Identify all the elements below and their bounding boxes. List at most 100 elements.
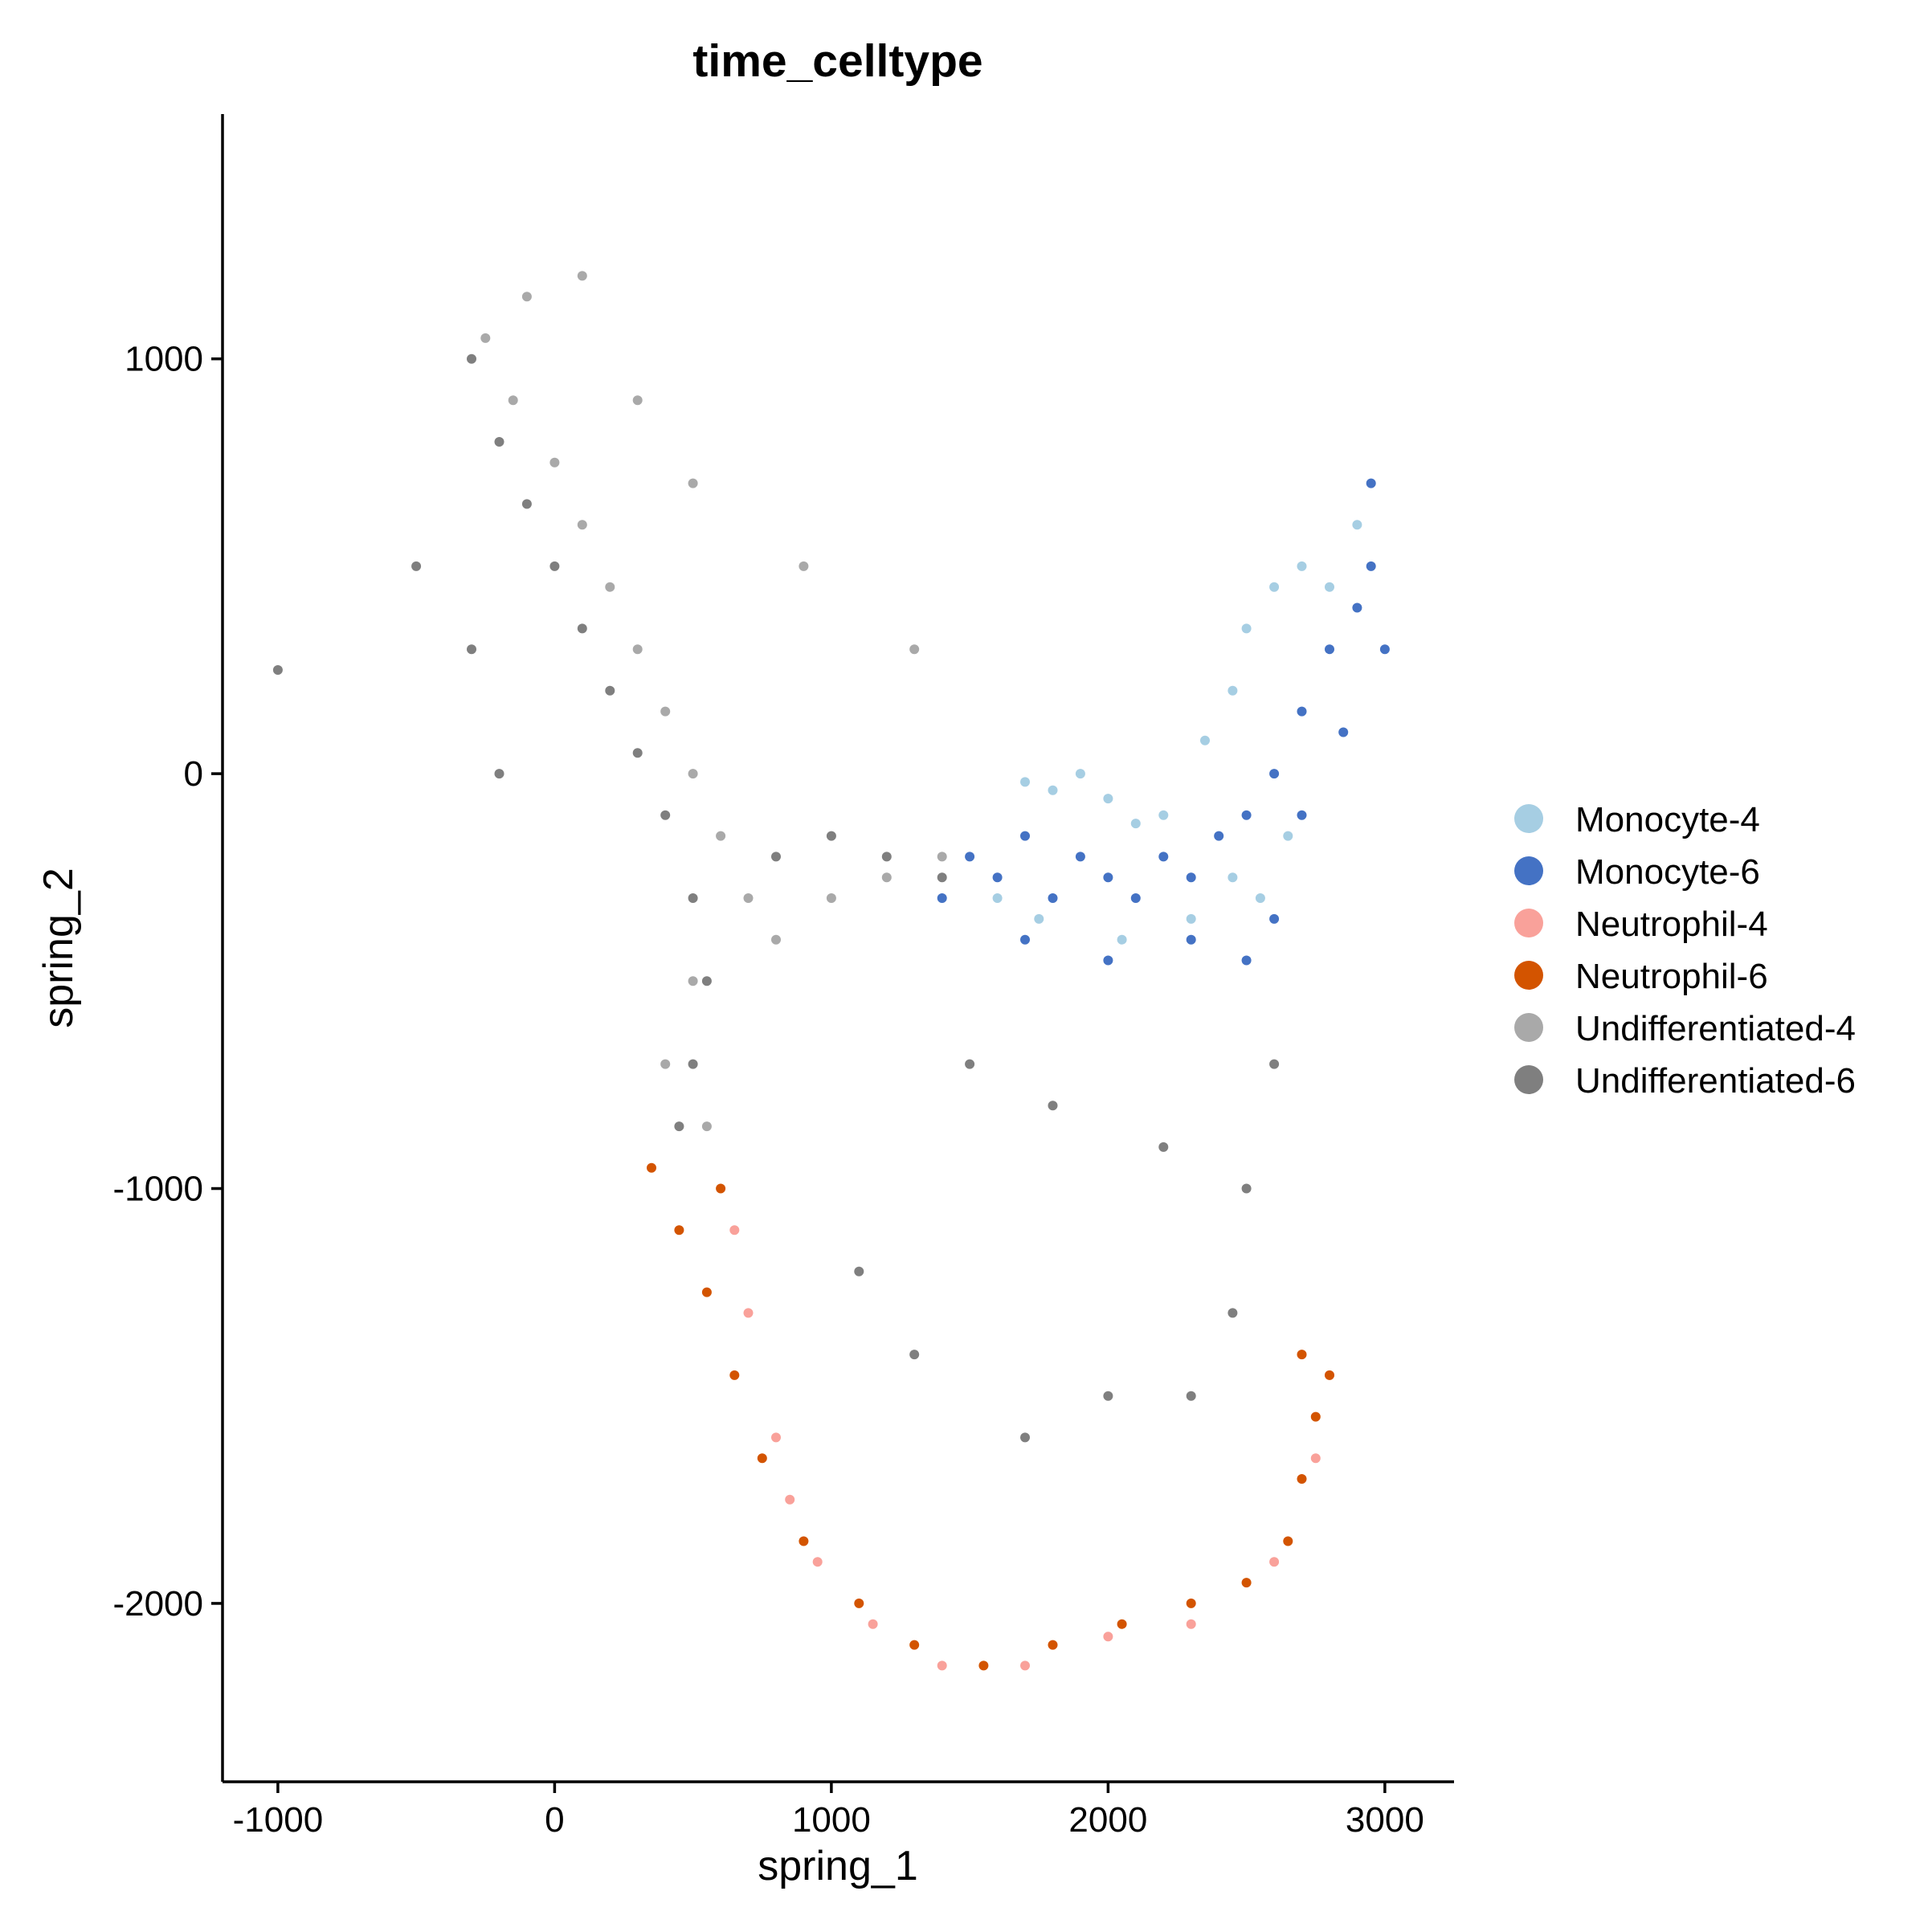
- data-point: [881, 852, 892, 862]
- data-point: [1241, 623, 1252, 634]
- data-point: [272, 665, 283, 675]
- data-point: [1352, 520, 1362, 530]
- data-point: [1283, 831, 1293, 841]
- series-neutrophil-6: [647, 1162, 1334, 1671]
- data-point: [854, 1598, 864, 1608]
- chart-title: time_celltype: [692, 35, 982, 87]
- data-point: [521, 292, 532, 302]
- data-point: [701, 976, 712, 986]
- data-point: [937, 872, 947, 883]
- plot-area: [272, 271, 1390, 1671]
- data-point: [1075, 769, 1085, 779]
- data-point: [1379, 644, 1390, 655]
- data-point: [411, 561, 422, 571]
- data-point: [812, 1557, 823, 1567]
- data-point: [1310, 1453, 1321, 1464]
- data-point: [1130, 819, 1141, 829]
- series-undifferentiated-4: [480, 271, 947, 1132]
- data-point: [1117, 934, 1127, 945]
- data-point: [549, 457, 560, 468]
- data-point: [605, 582, 615, 592]
- data-point: [992, 893, 1003, 903]
- data-point: [1241, 955, 1252, 966]
- data-point: [854, 1266, 864, 1276]
- series-neutrophil-4: [729, 1225, 1334, 1671]
- data-point: [1130, 893, 1141, 903]
- data-point: [1269, 769, 1280, 779]
- data-point: [1158, 852, 1169, 862]
- data-point: [1227, 872, 1238, 883]
- data-point: [729, 1225, 740, 1236]
- data-point: [729, 1370, 740, 1380]
- data-point: [674, 1225, 684, 1236]
- data-point: [1158, 810, 1169, 820]
- data-point: [480, 333, 491, 343]
- data-point: [1366, 478, 1376, 488]
- data-point: [1366, 561, 1376, 571]
- x-tick-label: 0: [545, 1800, 564, 1840]
- data-point: [688, 976, 698, 986]
- data-point: [1241, 1578, 1252, 1588]
- data-point: [1241, 1183, 1252, 1194]
- data-point: [1186, 872, 1196, 883]
- data-point: [1103, 955, 1113, 966]
- data-point: [660, 706, 671, 717]
- data-point: [494, 769, 504, 779]
- x-tick-label: -1000: [233, 1800, 324, 1840]
- data-point: [1241, 810, 1252, 820]
- data-point: [701, 1287, 712, 1297]
- legend-label: Monocyte-6: [1575, 852, 1760, 892]
- data-point: [1075, 852, 1085, 862]
- data-point: [978, 1660, 989, 1671]
- data-point: [1227, 1308, 1238, 1318]
- data-point: [826, 893, 836, 903]
- data-point: [1103, 1632, 1113, 1642]
- data-point: [1186, 934, 1196, 945]
- x-axis-label: spring_1: [758, 1843, 917, 1889]
- data-point: [716, 831, 726, 841]
- data-point: [1269, 1557, 1280, 1567]
- data-point: [1186, 913, 1196, 924]
- series-monocyte-4: [992, 520, 1362, 945]
- data-point: [632, 395, 643, 406]
- data-point: [909, 644, 920, 655]
- legend-swatch: [1514, 961, 1543, 990]
- data-point: [1103, 794, 1113, 804]
- legend-swatch: [1514, 856, 1543, 885]
- legend-label: Undifferentiated-6: [1575, 1061, 1856, 1101]
- data-point: [1020, 777, 1030, 787]
- data-point: [1048, 785, 1058, 795]
- data-point: [1103, 1391, 1113, 1401]
- legend-label: Monocyte-4: [1575, 800, 1760, 839]
- y-tick-label: -2000: [112, 1584, 203, 1624]
- data-point: [1297, 1474, 1307, 1484]
- data-point: [771, 934, 781, 945]
- data-point: [605, 685, 615, 696]
- data-point: [1297, 810, 1307, 820]
- data-point: [1117, 1619, 1127, 1629]
- data-point: [1269, 913, 1280, 924]
- data-point: [688, 769, 698, 779]
- data-point: [647, 1162, 656, 1173]
- data-point: [1297, 1350, 1307, 1360]
- data-point: [1020, 1432, 1030, 1443]
- data-point: [1158, 1142, 1169, 1152]
- data-point: [1227, 685, 1238, 696]
- legend-swatch: [1514, 804, 1543, 833]
- data-point: [577, 520, 587, 530]
- data-point: [757, 1453, 767, 1464]
- x-tick-label: 2000: [1068, 1800, 1147, 1840]
- legend: Monocyte-4 Monocyte-6 Neutrophil-4 Neutroph…: [1514, 800, 1856, 1101]
- data-point: [1283, 1536, 1293, 1546]
- data-point: [1034, 913, 1044, 924]
- data-point: [701, 1121, 712, 1132]
- data-point: [1255, 893, 1265, 903]
- data-point: [1103, 872, 1113, 883]
- data-point: [577, 623, 587, 634]
- data-point: [1020, 934, 1030, 945]
- data-point: [1214, 831, 1224, 841]
- data-point: [508, 395, 518, 406]
- data-point: [743, 1308, 754, 1318]
- data-point: [632, 748, 643, 758]
